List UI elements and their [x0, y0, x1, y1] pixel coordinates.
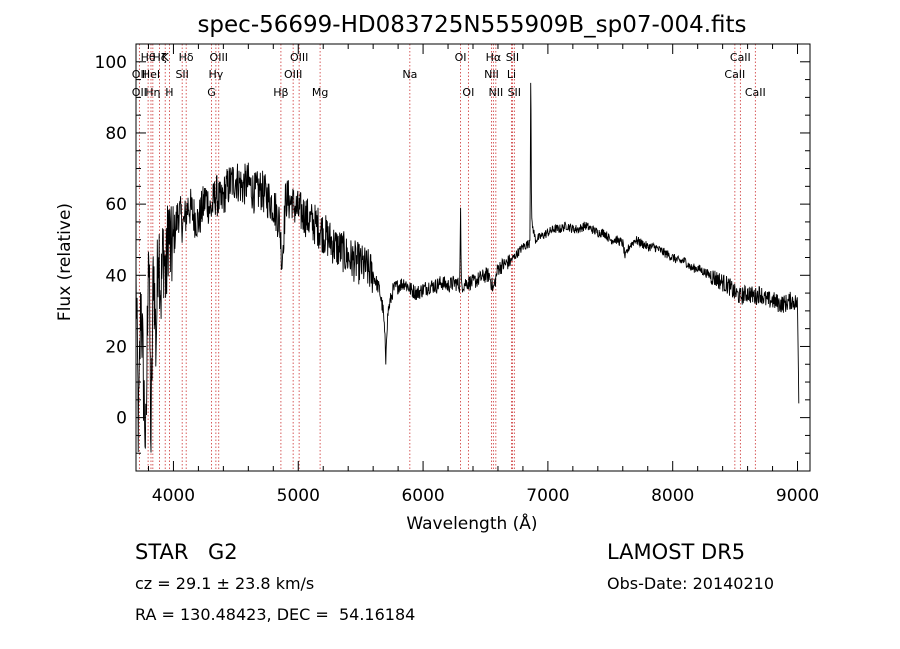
y-tick-label: 20: [105, 337, 127, 357]
sky-coordinates: RA = 130.48423, DEC = 54.16184: [135, 605, 416, 624]
object-type: STAR: [135, 540, 189, 564]
emission-line-markers: [138, 44, 756, 471]
line-label: Li: [507, 68, 516, 81]
line-label: CaII: [730, 51, 751, 64]
line-label: K: [162, 51, 170, 64]
line-label: OI: [462, 86, 474, 99]
y-axis-label: Flux (relative): [55, 203, 75, 321]
y-tick-label: 100: [95, 53, 127, 73]
x-tick-label: 5000: [277, 486, 320, 506]
line-label: SII: [175, 68, 188, 81]
line-label: Hζ: [152, 51, 166, 64]
line-label: Hβ: [273, 86, 288, 99]
spectrum-series: [135, 82, 800, 453]
x-tick-label: 8000: [651, 486, 694, 506]
line-label: OIII: [284, 68, 302, 81]
line-label: NII: [488, 86, 503, 99]
x-tick-label: 7000: [526, 486, 569, 506]
line-label: SII: [508, 86, 521, 99]
y-tick-label: 80: [105, 124, 127, 144]
x-tick-label: 9000: [776, 486, 819, 506]
line-label: G: [207, 86, 216, 99]
survey-name: LAMOST DR5: [607, 540, 746, 564]
y-tick-label: 40: [105, 266, 127, 286]
line-label: NII: [484, 68, 499, 81]
line-label: HeI: [142, 68, 160, 81]
line-labels: OIIOIIHθHeIHηHζKHSIIHδGHγOIIIHβOIIIOIIIM…: [132, 51, 766, 99]
spectrum-line: [135, 82, 800, 453]
line-label: SII: [506, 51, 519, 64]
line-label: Hη: [145, 86, 160, 99]
y-tick-label: 60: [105, 195, 127, 215]
plot-frame: [135, 43, 811, 472]
x-tick-label: 4000: [152, 486, 195, 506]
line-label: OIII: [210, 51, 228, 64]
line-label: CaII: [745, 86, 766, 99]
line-label: CaII: [724, 68, 745, 81]
x-tick-label: 6000: [401, 486, 444, 506]
redshift-velocity: cz = 29.1 ± 23.8 km/s: [135, 574, 315, 593]
x-axis-ticks: 4000 5000 6000 7000 8000 9000: [147, 44, 819, 506]
line-label: Na: [402, 68, 417, 81]
chart-title: spec-56699-HD083725N555909B_sp07-004.fit…: [197, 12, 746, 38]
line-label: OIII: [290, 51, 308, 64]
line-label: Hα: [486, 51, 502, 64]
object-class: G2: [208, 540, 238, 564]
line-label: Mg: [312, 86, 328, 99]
line-label: Hθ: [141, 51, 156, 64]
line-label: Hγ: [208, 68, 223, 81]
y-tick-label: 0: [116, 409, 127, 429]
line-label: Hδ: [179, 51, 194, 64]
y-axis-ticks: 0 20 40 60 80 100: [95, 53, 810, 454]
observation-date: Obs-Date: 20140210: [607, 574, 775, 593]
line-label: H: [165, 86, 173, 99]
line-label: OI: [455, 51, 467, 64]
x-axis-label: Wavelength (Å): [406, 512, 537, 534]
